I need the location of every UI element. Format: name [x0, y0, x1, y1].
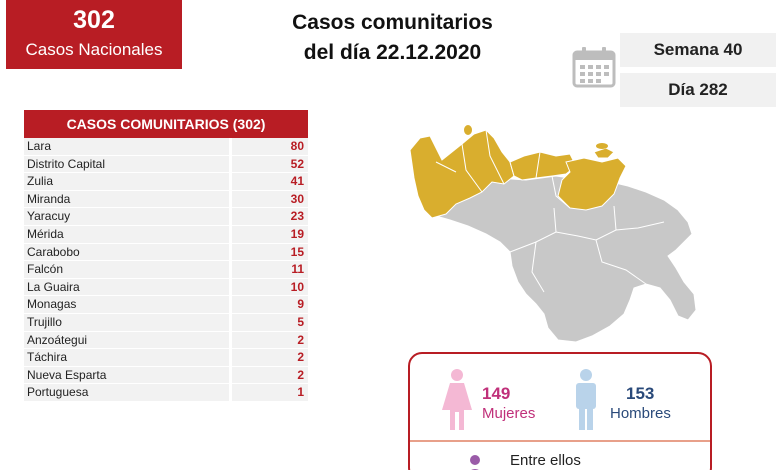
- cases-table: CASOS COMUNITARIOS (302) Lara 80 Distrito…: [24, 110, 308, 402]
- national-cases-label: Casos Nacionales: [25, 40, 163, 59]
- table-row: Nueva Esparta 2: [24, 366, 308, 385]
- gender-breakdown-card: 149 Mujeres 153 Hombres Entre ellos: [408, 352, 712, 470]
- state-name: Yaracuy: [24, 208, 232, 225]
- state-cases: 11: [232, 261, 308, 278]
- state-cases: 30: [232, 190, 308, 208]
- state-cases: 23: [232, 208, 308, 225]
- table-row: Portuguesa 1: [24, 384, 308, 402]
- week-badge: Semana 40: [620, 33, 776, 67]
- table-header: CASOS COMUNITARIOS (302): [24, 110, 308, 138]
- map-base-region: [435, 175, 697, 343]
- state-cases: 1: [232, 384, 308, 401]
- map-highlight-northeast: [593, 147, 615, 159]
- men-label: Hombres: [610, 405, 671, 422]
- map-highlight-east: [557, 157, 627, 211]
- table-row: Falcón 11: [24, 261, 308, 279]
- state-name: Táchira: [24, 349, 232, 366]
- table-row: Táchira 2: [24, 349, 308, 367]
- state-cases: 15: [232, 243, 308, 261]
- calendar-icon: [572, 47, 616, 88]
- table-row: Monagas 9: [24, 296, 308, 314]
- person-icon: [470, 455, 480, 470]
- table-row: Mérida 19: [24, 225, 308, 244]
- venezuela-map: [409, 125, 697, 343]
- title-line-1: Casos comunitarios: [292, 11, 493, 34]
- table-row: La Guaira 10: [24, 278, 308, 297]
- state-name: Portuguesa: [24, 384, 232, 401]
- woman-icon: [442, 369, 472, 430]
- state-name: Lara: [24, 138, 232, 155]
- table-row: Trujillo 5: [24, 313, 308, 332]
- page-title: Casos comunitarios del día 22.12.2020: [240, 8, 545, 68]
- state-cases: 9: [232, 296, 308, 313]
- title-line-2: del día 22.12.2020: [303, 41, 482, 64]
- table-row: Miranda 30: [24, 190, 308, 209]
- state-name: Trujillo: [24, 313, 232, 331]
- state-name: Monagas: [24, 296, 232, 313]
- table-row: Anzoátegui 2: [24, 331, 308, 350]
- national-cases-box: 302 Casos Nacionales: [6, 0, 182, 69]
- state-name: Miranda: [24, 190, 232, 208]
- state-name: Carabobo: [24, 243, 232, 261]
- map-island: [596, 143, 608, 149]
- table-row: Yaracuy 23: [24, 208, 308, 226]
- state-cases: 80: [232, 138, 308, 155]
- table-row: Lara 80: [24, 138, 308, 156]
- state-name: Zulia: [24, 173, 232, 190]
- map-borders: [435, 129, 665, 293]
- state-name: Anzoátegui: [24, 331, 232, 349]
- state-name: Distrito Capital: [24, 155, 232, 173]
- women-count: 149: [482, 384, 511, 403]
- men-count: 153: [626, 384, 655, 403]
- table-row: Distrito Capital 52: [24, 155, 308, 174]
- state-name: Mérida: [24, 225, 232, 243]
- divider: [410, 440, 710, 442]
- state-cases: 19: [232, 225, 308, 243]
- state-name: Nueva Esparta: [24, 366, 232, 384]
- day-badge: Día 282: [620, 73, 776, 107]
- state-cases: 10: [232, 278, 308, 296]
- state-name: La Guaira: [24, 278, 232, 296]
- women-label: Mujeres: [482, 405, 536, 422]
- table-row: Carabobo 15: [24, 243, 308, 262]
- state-cases: 41: [232, 173, 308, 190]
- state-cases: 5: [232, 313, 308, 331]
- state-cases: 2: [232, 331, 308, 349]
- state-name: Falcón: [24, 261, 232, 278]
- national-cases-count: 302: [73, 6, 115, 34]
- state-cases: 2: [232, 366, 308, 384]
- state-cases: 52: [232, 155, 308, 173]
- table-row: Zulia 41: [24, 173, 308, 191]
- gender-footer-text: Entre ellos: [510, 452, 581, 469]
- state-cases: 2: [232, 349, 308, 366]
- map-island: [464, 125, 472, 135]
- man-icon: [576, 369, 596, 430]
